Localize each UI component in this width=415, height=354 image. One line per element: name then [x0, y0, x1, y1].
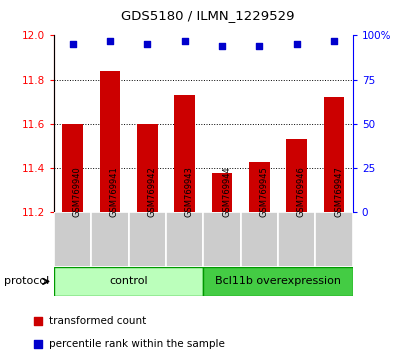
Text: control: control: [109, 276, 148, 286]
Text: protocol: protocol: [4, 276, 49, 286]
Text: GSM769944: GSM769944: [222, 166, 231, 217]
Point: [181, 38, 188, 44]
Text: GSM769941: GSM769941: [110, 166, 119, 217]
Bar: [129, 212, 166, 267]
Bar: [166, 212, 203, 267]
Text: GSM769943: GSM769943: [185, 166, 194, 217]
Bar: [286, 139, 307, 212]
Text: GSM769945: GSM769945: [259, 166, 269, 217]
Bar: [203, 212, 241, 267]
Bar: [137, 124, 158, 212]
Text: GDS5180 / ILMN_1229529: GDS5180 / ILMN_1229529: [121, 9, 294, 22]
Bar: [174, 95, 195, 212]
Point: [34, 341, 41, 347]
Bar: [100, 71, 120, 212]
Bar: [212, 173, 232, 212]
Text: transformed count: transformed count: [49, 316, 146, 326]
Text: GSM769947: GSM769947: [334, 166, 343, 217]
Bar: [91, 212, 129, 267]
Text: GSM769942: GSM769942: [147, 166, 156, 217]
Point: [69, 41, 76, 47]
Bar: [249, 161, 270, 212]
Text: Bcl11b overexpression: Bcl11b overexpression: [215, 276, 341, 286]
Point: [34, 318, 41, 324]
Text: percentile rank within the sample: percentile rank within the sample: [49, 339, 225, 349]
Bar: [278, 212, 315, 267]
Bar: [241, 212, 278, 267]
Bar: [54, 212, 91, 267]
Point: [293, 41, 300, 47]
Point: [219, 43, 225, 49]
Point: [144, 41, 151, 47]
Text: GSM769940: GSM769940: [73, 166, 82, 217]
Bar: [62, 124, 83, 212]
Bar: [315, 212, 353, 267]
Bar: [54, 267, 203, 296]
Text: GSM769946: GSM769946: [297, 166, 306, 217]
Point: [107, 38, 113, 44]
Bar: [203, 267, 353, 296]
Point: [256, 43, 263, 49]
Point: [331, 38, 337, 44]
Bar: [324, 97, 344, 212]
